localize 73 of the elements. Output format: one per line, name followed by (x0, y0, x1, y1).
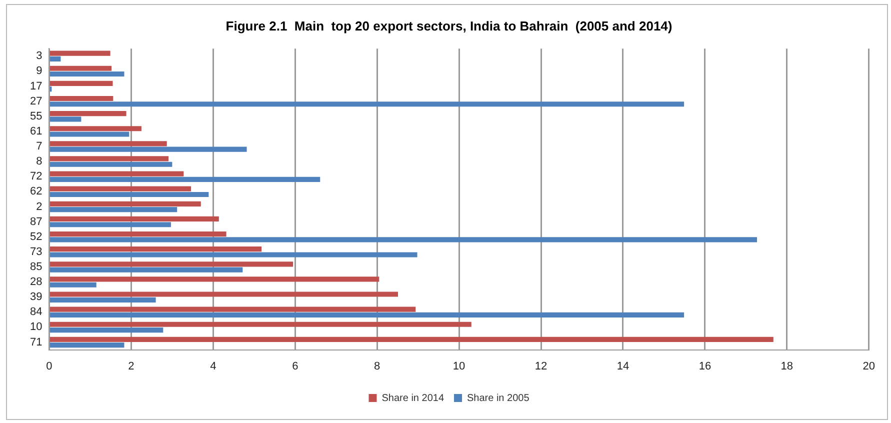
bar (50, 222, 171, 228)
bar (50, 267, 243, 272)
y-tick-label: 62 (30, 186, 42, 198)
x-tick-label: 10 (452, 360, 466, 372)
bar (50, 336, 774, 342)
bar (50, 201, 201, 206)
y-tick-label: 9 (36, 65, 42, 78)
bar (50, 116, 82, 122)
bar (50, 207, 178, 212)
bar (50, 327, 164, 333)
bar (50, 146, 247, 152)
bar (50, 156, 168, 162)
x-tick-label: 14 (616, 360, 630, 372)
legend-label: Share in 2014 (382, 392, 444, 404)
y-tick-label: 61 (30, 125, 42, 138)
bar (50, 312, 684, 318)
y-tick-label: 85 (30, 261, 42, 273)
bar (50, 102, 684, 107)
y-tick-label: 27 (30, 95, 42, 108)
x-tick-label: 20 (862, 360, 876, 372)
x-tick-label: 8 (374, 360, 380, 372)
y-tick-label: 7 (36, 140, 42, 153)
bar (50, 50, 110, 56)
bar (50, 342, 124, 348)
bar (50, 297, 156, 302)
y-tick-label: 84 (30, 306, 42, 318)
y-tick-label: 28 (30, 276, 42, 288)
bar (50, 80, 113, 86)
bar (50, 216, 219, 222)
bar (50, 237, 757, 242)
x-tick-label: 18 (780, 360, 794, 372)
bar (50, 246, 262, 252)
chart-title: Figure 2.1 Main top 20 export sectors, India to Bahrain (2005 and 2014) (226, 18, 672, 34)
bar (50, 141, 167, 146)
y-tick-label: 10 (30, 321, 42, 334)
y-tick-label: 72 (30, 170, 42, 183)
x-tick-label: 16 (698, 360, 712, 372)
y-tick-label: 71 (30, 336, 42, 348)
bar (50, 56, 61, 62)
x-tick-label: 2 (128, 360, 134, 372)
y-tick-label: 2 (36, 200, 42, 213)
y-tick-label: 73 (30, 246, 42, 258)
bar (50, 96, 114, 102)
y-tick-label: 55 (30, 110, 42, 122)
x-tick-label: 12 (534, 360, 548, 372)
bar (50, 111, 126, 116)
y-tick-label: 17 (30, 80, 42, 92)
bar (50, 186, 192, 192)
bar (50, 66, 112, 71)
bar (50, 231, 226, 237)
bar (50, 282, 96, 288)
x-tick-label: 0 (46, 360, 52, 372)
legend-label: Share in 2005 (467, 392, 530, 404)
bar (50, 192, 209, 198)
x-tick-label: 4 (210, 360, 216, 372)
bar (50, 171, 184, 176)
bar (50, 126, 142, 132)
bar (50, 322, 472, 327)
y-tick-label: 8 (36, 156, 42, 168)
y-tick-label: 3 (36, 50, 42, 62)
y-tick-label: 39 (30, 291, 42, 304)
bar (50, 276, 380, 282)
bar (50, 71, 124, 77)
y-tick-label: 87 (30, 216, 42, 228)
bar (50, 262, 294, 267)
bar (50, 176, 320, 182)
bar (50, 292, 398, 297)
x-tick-label: 6 (292, 360, 298, 372)
bar (50, 132, 130, 137)
y-tick-label: 52 (30, 230, 42, 243)
bar (50, 162, 172, 167)
bar (50, 252, 418, 258)
bar (50, 306, 416, 312)
